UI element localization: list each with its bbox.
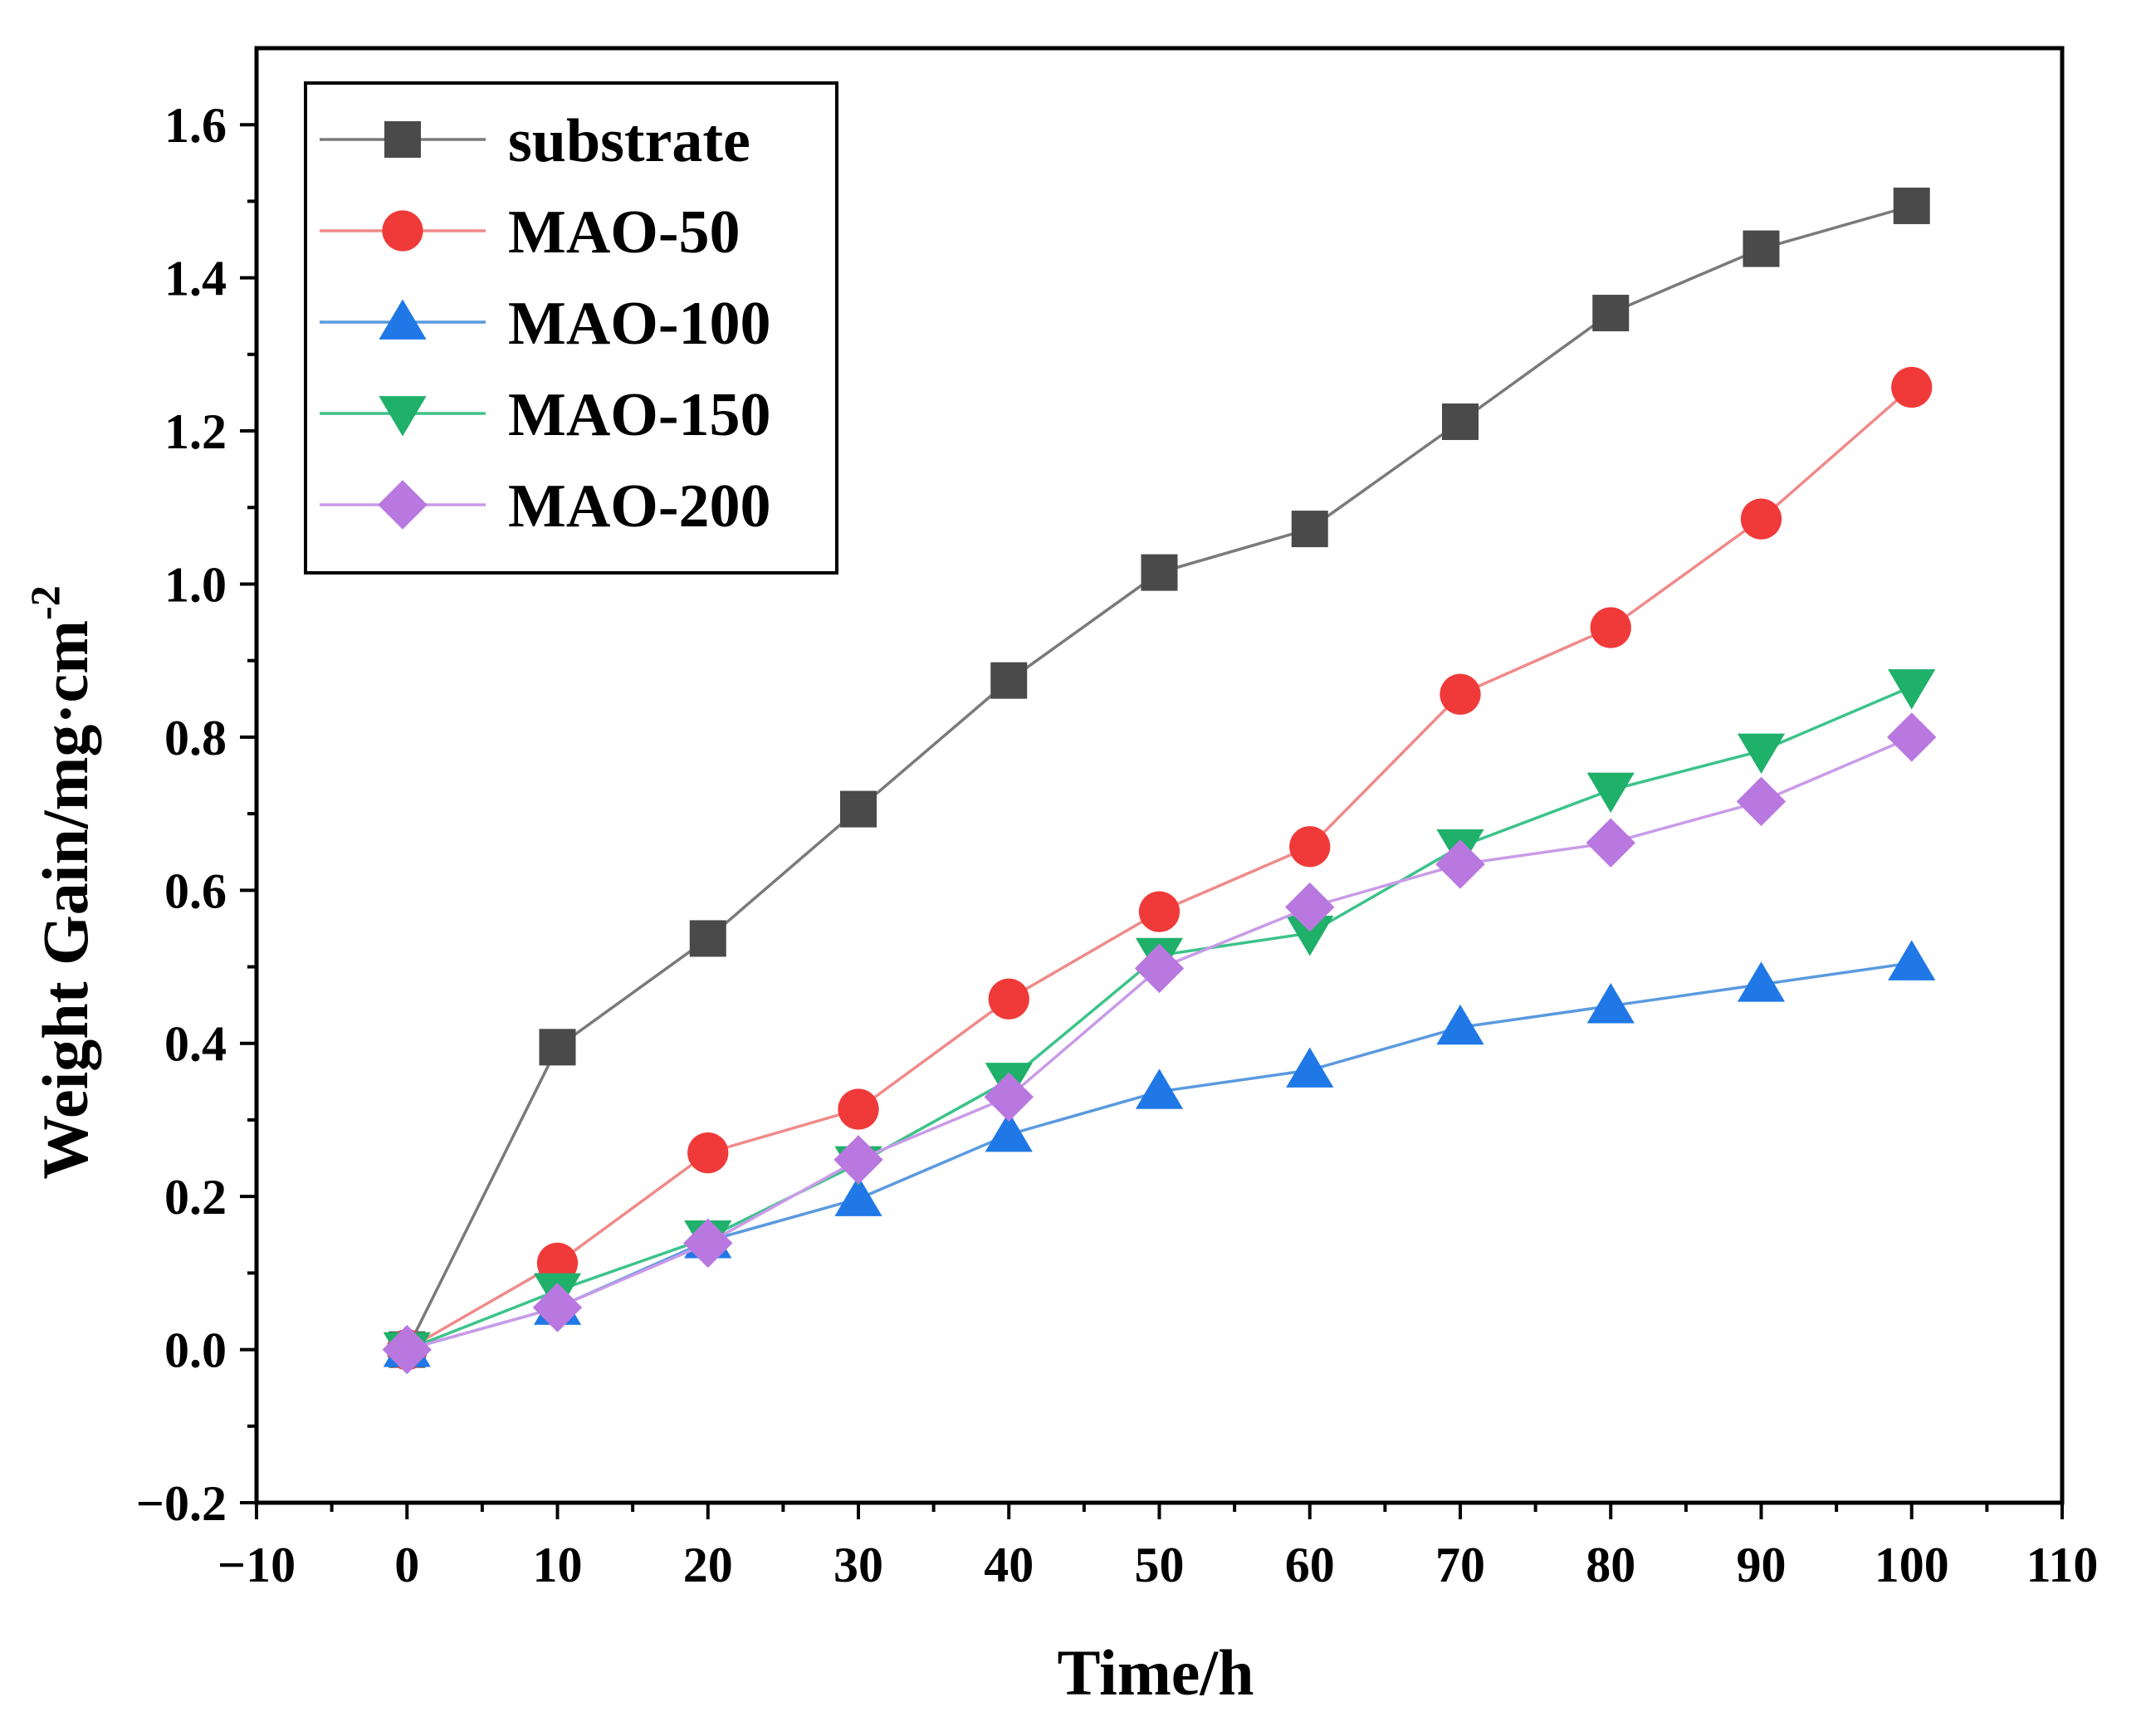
x-tick-label: 30: [833, 1538, 883, 1592]
data-point-mao-200: [1435, 839, 1485, 889]
data-point-mao-50: [1740, 498, 1782, 540]
data-point-substrate: [1893, 187, 1930, 224]
data-point-mao-100: [1286, 1047, 1334, 1088]
x-tick-label: 20: [683, 1538, 733, 1592]
data-point-substrate: [1592, 295, 1630, 332]
x-tick-label: 100: [1875, 1538, 1949, 1592]
data-point-mao-50: [1289, 826, 1331, 868]
x-tick-label: 40: [984, 1538, 1034, 1592]
data-point-mao-50: [1440, 673, 1481, 715]
data-point-mao-50: [838, 1088, 879, 1130]
data-point-mao-50: [1590, 607, 1631, 648]
legend-label-mao-50: MAO-50: [508, 198, 741, 267]
data-point-mao-200: [833, 1135, 883, 1185]
data-point-mao-200: [1887, 712, 1937, 762]
y-tick-label: 0.4: [164, 1017, 227, 1072]
data-point-mao-50: [1138, 891, 1180, 932]
x-axis-title: Time/h: [1058, 1636, 1254, 1709]
x-tick-label: 10: [533, 1538, 583, 1592]
y-axis-title-main: Weight Gain/mg·cm: [29, 620, 101, 1180]
legend: substrate MAO-50 MAO-100 MAO-150 MAO-200: [304, 81, 838, 575]
data-point-mao-200: [683, 1218, 733, 1269]
series-mao-200: [382, 712, 1937, 1375]
legend-marker-substrate: [384, 121, 421, 158]
data-point-mao-50: [687, 1132, 729, 1174]
data-point-substrate: [840, 790, 877, 828]
data-point-mao-200: [1285, 882, 1335, 932]
data-point-substrate: [1141, 554, 1178, 591]
axes: −10 0 10 20 30 40 50 60 70 80 90 100 110 −0.2 0.0 0.2 0.…: [136, 46, 2099, 1592]
data-point-mao-200: [984, 1072, 1034, 1122]
y-axis-title-superscript: -2: [22, 585, 68, 620]
legend-marker-mao-200: [378, 480, 428, 530]
data-point-substrate: [1743, 230, 1780, 267]
x-tick-label: −10: [218, 1538, 296, 1592]
data-point-substrate: [1291, 511, 1328, 548]
data-point-mao-50: [988, 978, 1029, 1020]
y-tick-label: 0.6: [164, 863, 227, 918]
x-tick-label: 70: [1435, 1538, 1485, 1592]
legend-entry-mao-50: MAO-50: [320, 198, 741, 267]
legend-entry-substrate: substrate: [320, 107, 750, 175]
data-point-mao-100: [1586, 983, 1635, 1024]
legend-marker-mao-100: [379, 299, 427, 340]
y-tick-label: 0.0: [164, 1323, 227, 1378]
y-tick-label: −0.2: [136, 1476, 227, 1531]
legend-marker-mao-50: [382, 210, 423, 252]
data-point-substrate: [1442, 403, 1479, 440]
data-point-mao-50: [1891, 366, 1933, 408]
legend-label-substrate: substrate: [508, 107, 750, 175]
data-point-mao-200: [1134, 943, 1185, 994]
legend-entry-mao-100: MAO-100: [320, 290, 771, 358]
data-point-mao-100: [1737, 961, 1786, 1002]
y-tick-label: 0.2: [164, 1170, 227, 1225]
x-tick-label: 50: [1135, 1538, 1185, 1592]
legend-label-mao-100: MAO-100: [508, 290, 771, 358]
legend-entry-mao-150: MAO-150: [320, 381, 771, 449]
legend-entry-mao-200: MAO-200: [320, 472, 771, 540]
y-tick-label: 1.4: [164, 252, 227, 306]
x-tick-label: 110: [2026, 1538, 2099, 1592]
y-tick-label: 0.8: [164, 711, 227, 765]
data-point-mao-150: [1888, 669, 1936, 710]
y-tick-label: 1.2: [164, 404, 227, 459]
legend-marker-mao-150: [379, 396, 427, 437]
data-point-substrate: [539, 1029, 576, 1066]
series-group: [382, 187, 1937, 1375]
data-point-mao-200: [1586, 818, 1635, 868]
data-point-mao-150: [1586, 772, 1635, 814]
data-point-mao-100: [834, 1176, 882, 1216]
data-point-mao-100: [1436, 1004, 1484, 1045]
data-point-substrate: [689, 920, 726, 957]
data-point-mao-150: [1286, 916, 1334, 956]
x-tick-label: 90: [1737, 1538, 1787, 1592]
y-tick-label: 1.0: [164, 557, 227, 612]
x-tick-label: 60: [1285, 1538, 1335, 1592]
x-tick-label: 0: [394, 1538, 419, 1592]
data-point-mao-200: [532, 1283, 583, 1333]
data-point-mao-150: [1737, 733, 1786, 774]
y-tick-label: 1.6: [164, 98, 227, 153]
legend-label-mao-200: MAO-200: [508, 472, 771, 540]
legend-label-mao-150: MAO-150: [508, 381, 771, 449]
data-point-mao-100: [1135, 1068, 1184, 1109]
data-point-mao-100: [985, 1111, 1033, 1152]
data-point-mao-200: [1736, 776, 1787, 827]
data-point-substrate: [990, 662, 1028, 699]
y-axis-title: Weight Gain/mg·cm-2: [22, 585, 101, 1179]
data-point-mao-100: [1888, 940, 1936, 980]
x-tick-label: 80: [1586, 1538, 1635, 1592]
data-point-mao-200: [382, 1324, 432, 1375]
